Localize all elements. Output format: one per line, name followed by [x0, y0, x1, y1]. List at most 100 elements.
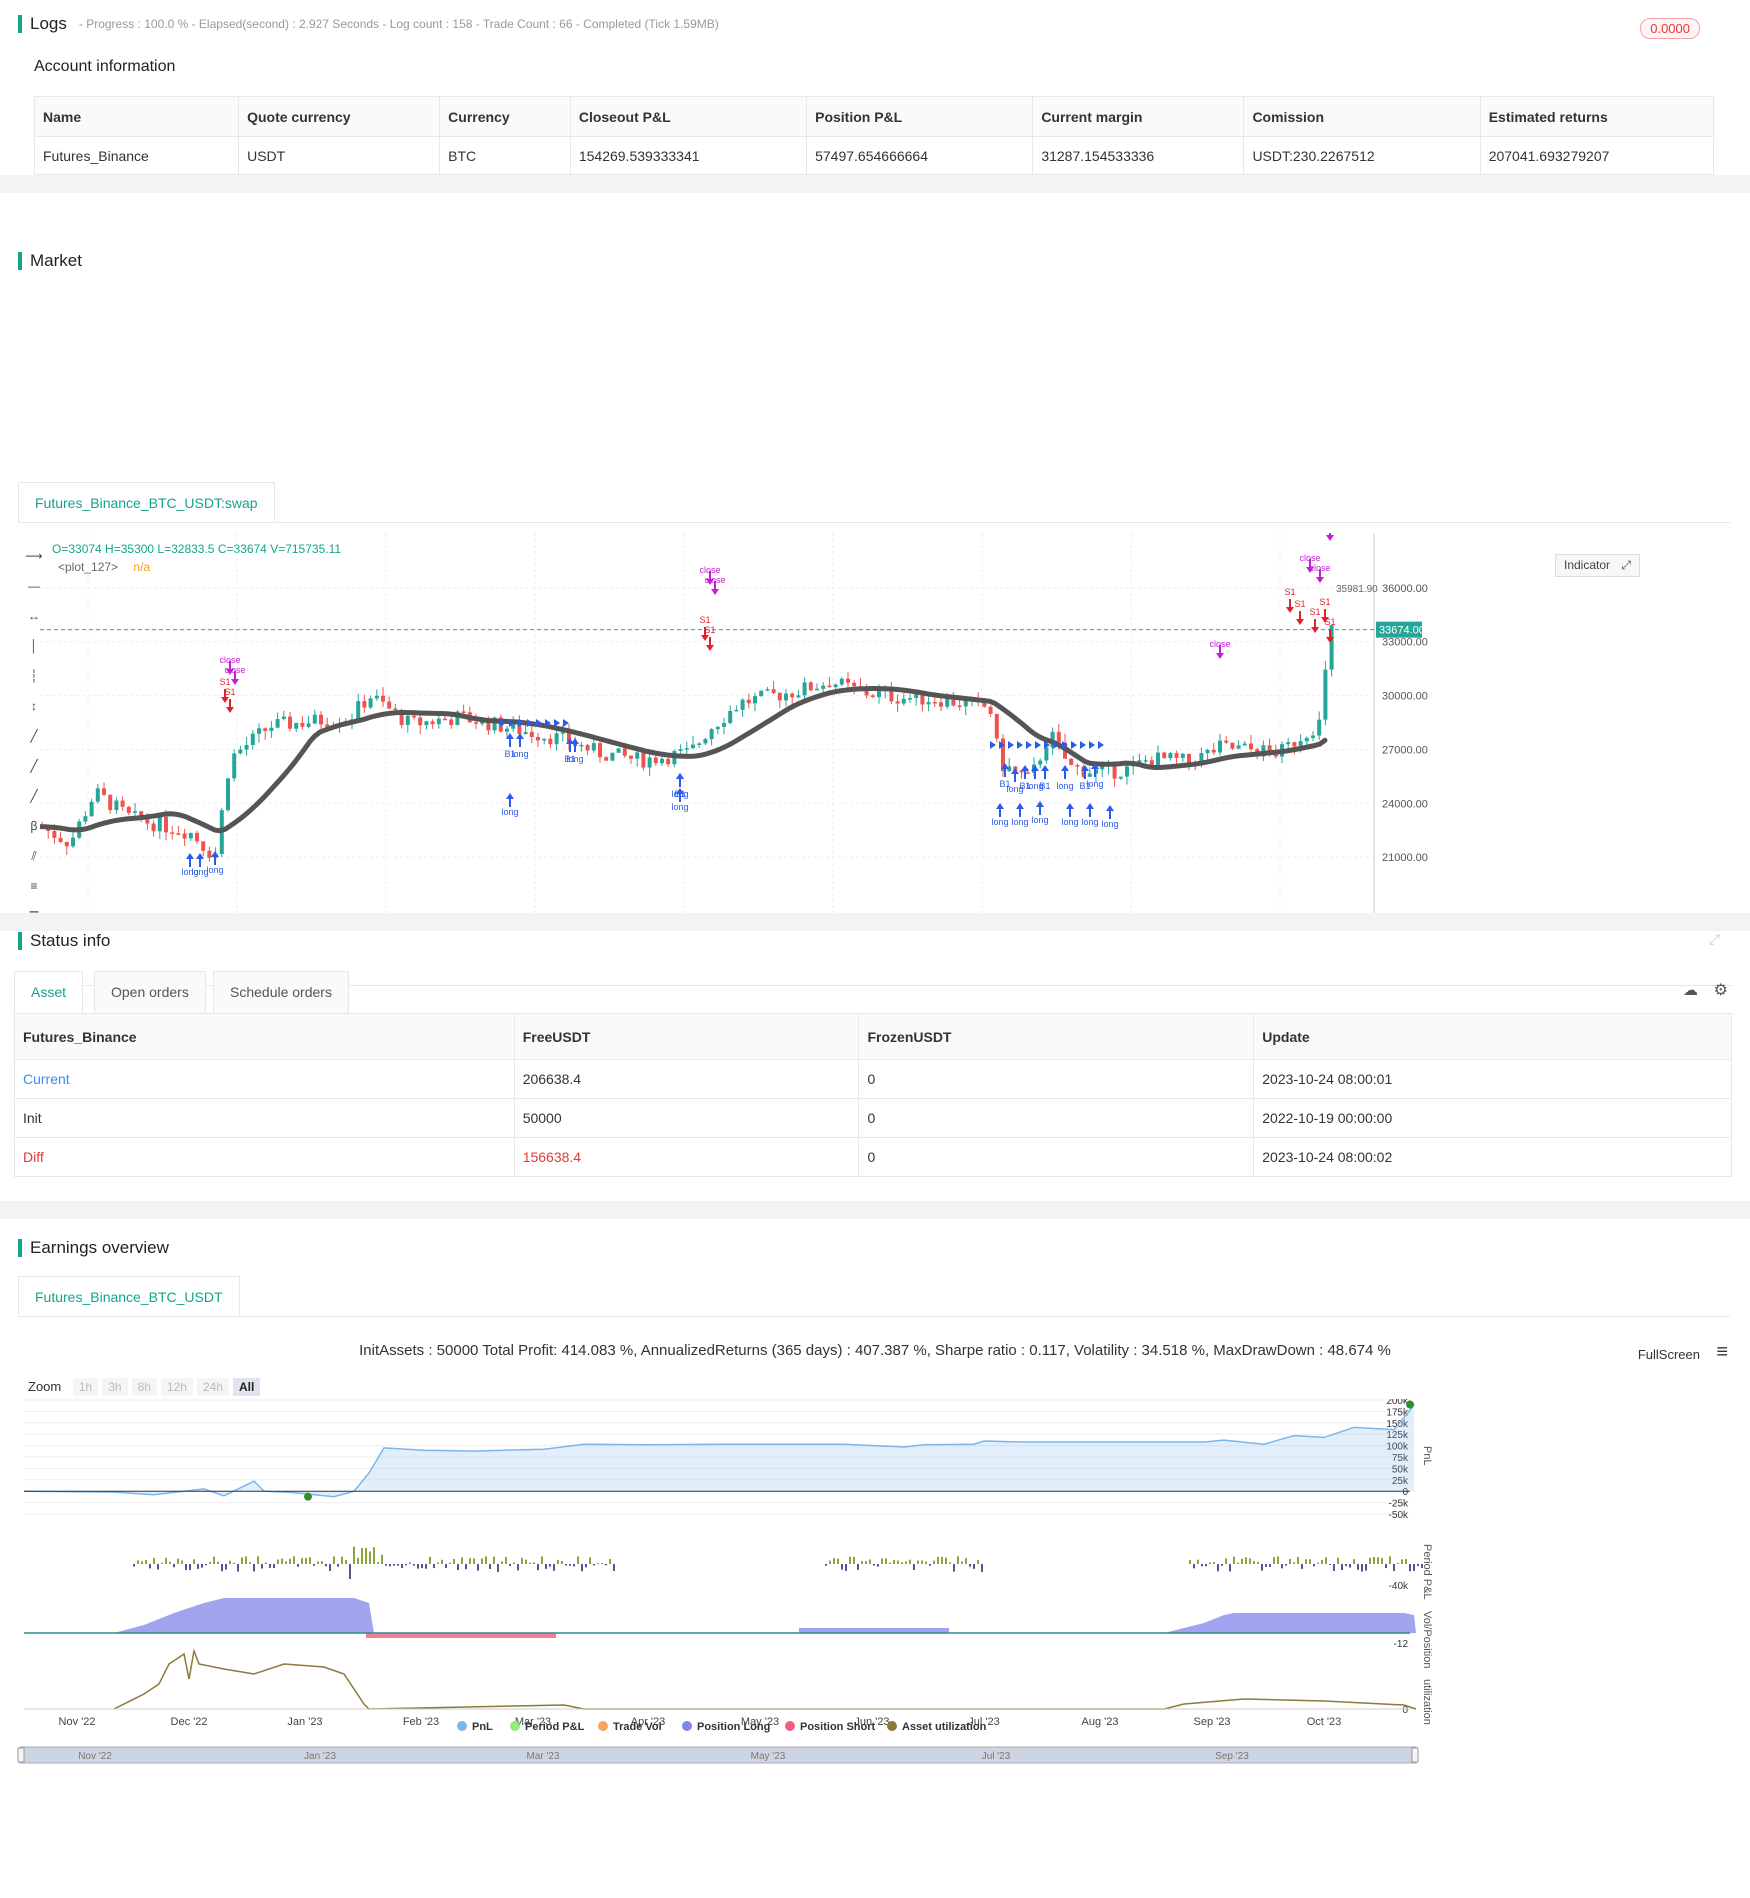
tab-schedule-orders[interactable]: Schedule orders: [213, 971, 349, 1013]
candle-body: [957, 705, 962, 708]
segment-line-icon[interactable]: ╱: [30, 789, 38, 803]
period-pnl-bar: [161, 1562, 163, 1564]
earnings-chart[interactable]: 200k175k150k125k100k75k50k25k0-25k-50k-4…: [0, 1399, 1750, 1898]
earnings-section: Earnings overview Futures_Binance_BTC_US…: [0, 1219, 1750, 1898]
account-header-cell: Comission: [1243, 96, 1481, 137]
cloud-download-icon[interactable]: ☁: [1683, 982, 1698, 999]
zoom-button-24h[interactable]: 24h: [196, 1378, 229, 1396]
candle-body: [1081, 766, 1086, 777]
period-pnl-bar: [465, 1564, 467, 1570]
entry-marker-icon: [518, 719, 524, 727]
buy-arrow-icon: [516, 733, 524, 747]
trade-marker-label: S1: [699, 615, 710, 625]
period-pnl-bar: [437, 1562, 439, 1564]
period-pnl-bar: [913, 1564, 915, 1570]
period-pnl-bar: [1413, 1564, 1415, 1571]
period-pnl-bar: [1269, 1564, 1271, 1567]
sell-arrow-icon: [221, 689, 229, 703]
tab-asset[interactable]: Asset: [14, 971, 84, 1013]
period-pnl-bar: [1261, 1564, 1263, 1571]
period-pnl-bar: [1273, 1557, 1275, 1564]
candle-body: [1267, 745, 1272, 751]
candle-body: [1317, 719, 1322, 736]
asset-value-cell: 0: [858, 1098, 1255, 1138]
candle-body: [951, 697, 956, 706]
account-header-cell: Closeout P&L: [569, 96, 808, 137]
sell-arrow-icon: [1321, 609, 1329, 623]
sell-arrow-icon: [706, 637, 714, 651]
vertical-ray-icon[interactable]: ┆: [30, 669, 38, 683]
candle-body: [312, 714, 317, 724]
vertical-line-icon[interactable]: │: [30, 639, 38, 653]
zoom-button-12h[interactable]: 12h: [160, 1378, 193, 1396]
period-pnl-bar: [861, 1561, 863, 1564]
candle-body: [1211, 749, 1216, 753]
extended-line-icon[interactable]: ↔: [28, 609, 40, 623]
period-pnl-bar: [393, 1564, 395, 1566]
sell-arrow-icon: [1311, 619, 1319, 633]
vertical-segment-icon[interactable]: ↕: [31, 699, 37, 713]
period-pnl-bar: [853, 1556, 855, 1564]
fullscreen-button[interactable]: FullScreen: [1637, 1347, 1700, 1362]
period-pnl-bar: [609, 1558, 611, 1564]
entry-marker-icon: [1053, 741, 1059, 749]
candle-body: [846, 678, 850, 683]
period-pnl-bar: [225, 1564, 227, 1570]
expand-icon[interactable]: ⤢: [1621, 558, 1631, 572]
candle-body: [932, 702, 937, 704]
tab-market-symbol[interactable]: Futures_Binance_BTC_USDT:swap: [18, 482, 275, 522]
buy-arrow-icon: [676, 788, 684, 802]
candle-body: [666, 758, 671, 765]
candle-body: [1125, 766, 1129, 777]
period-pnl-bar: [981, 1564, 983, 1572]
navigator-date-label: Nov '22: [78, 1751, 112, 1762]
position-long-area: [799, 1628, 949, 1633]
period-pnl-bar: [949, 1562, 951, 1564]
candle-body: [734, 709, 739, 712]
parallel-channel-icon[interactable]: ⫽: [31, 849, 37, 863]
period-pnl-bar: [245, 1556, 247, 1564]
period-pnl-bar: [401, 1564, 403, 1568]
candle-body: [238, 749, 243, 754]
candle-body: [418, 717, 423, 726]
buy-arrow-icon: [1086, 803, 1094, 817]
period-pnl-bar: [829, 1560, 831, 1564]
period-pnl-bar: [1377, 1557, 1379, 1564]
logs-badge[interactable]: 0.0000: [1640, 18, 1700, 39]
zoom-button-8h[interactable]: 8h: [131, 1378, 157, 1396]
trade-marker-label: long: [1026, 781, 1043, 791]
candle-body: [709, 729, 714, 740]
period-pnl-bar: [1233, 1556, 1235, 1564]
trade-marker-label: S1: [219, 677, 230, 687]
period-pnl-bar: [893, 1559, 895, 1564]
price-label-icon[interactable]: ꞵ: [30, 819, 38, 833]
date-tick-label: Aug '23: [1082, 1716, 1119, 1728]
period-pnl-bar: [1237, 1562, 1239, 1564]
candle-body: [945, 697, 950, 707]
candle-body: [1249, 743, 1253, 750]
period-pnl-bar: [421, 1564, 423, 1569]
horizontal-line-icon[interactable]: ⟶: [25, 549, 43, 563]
tab-open-orders[interactable]: Open orders: [94, 971, 206, 1013]
candle-body: [1174, 753, 1179, 758]
period-pnl-bar: [1249, 1558, 1251, 1564]
candle-body: [1007, 766, 1012, 772]
zoom-button-1h[interactable]: 1h: [72, 1378, 99, 1396]
fullscreen-icon[interactable]: ⤢: [1708, 931, 1720, 947]
pnl-tick-label: 125k: [1386, 1430, 1409, 1441]
entry-marker-icon: [554, 719, 560, 727]
candle-body: [604, 757, 609, 761]
period-pnl-bar: [273, 1564, 275, 1568]
gear-icon[interactable]: ⚙: [1713, 982, 1728, 999]
zoom-button-All[interactable]: All: [233, 1378, 261, 1396]
fib-icon[interactable]: ≡: [30, 879, 38, 893]
horizontal-ray-icon[interactable]: —: [28, 579, 40, 593]
menu-icon[interactable]: ≡: [1716, 1341, 1728, 1363]
trend-line-icon[interactable]: ╱: [30, 729, 38, 743]
ray-line-icon[interactable]: ╱: [30, 759, 38, 773]
zoom-button-3h[interactable]: 3h: [102, 1378, 128, 1396]
indicator-button[interactable]: Indicator ⤢: [1555, 554, 1640, 577]
tab-earnings-symbol[interactable]: Futures_Binance_BTC_USDT: [18, 1276, 240, 1316]
candle-body: [1323, 669, 1328, 720]
candle-body: [821, 685, 826, 689]
